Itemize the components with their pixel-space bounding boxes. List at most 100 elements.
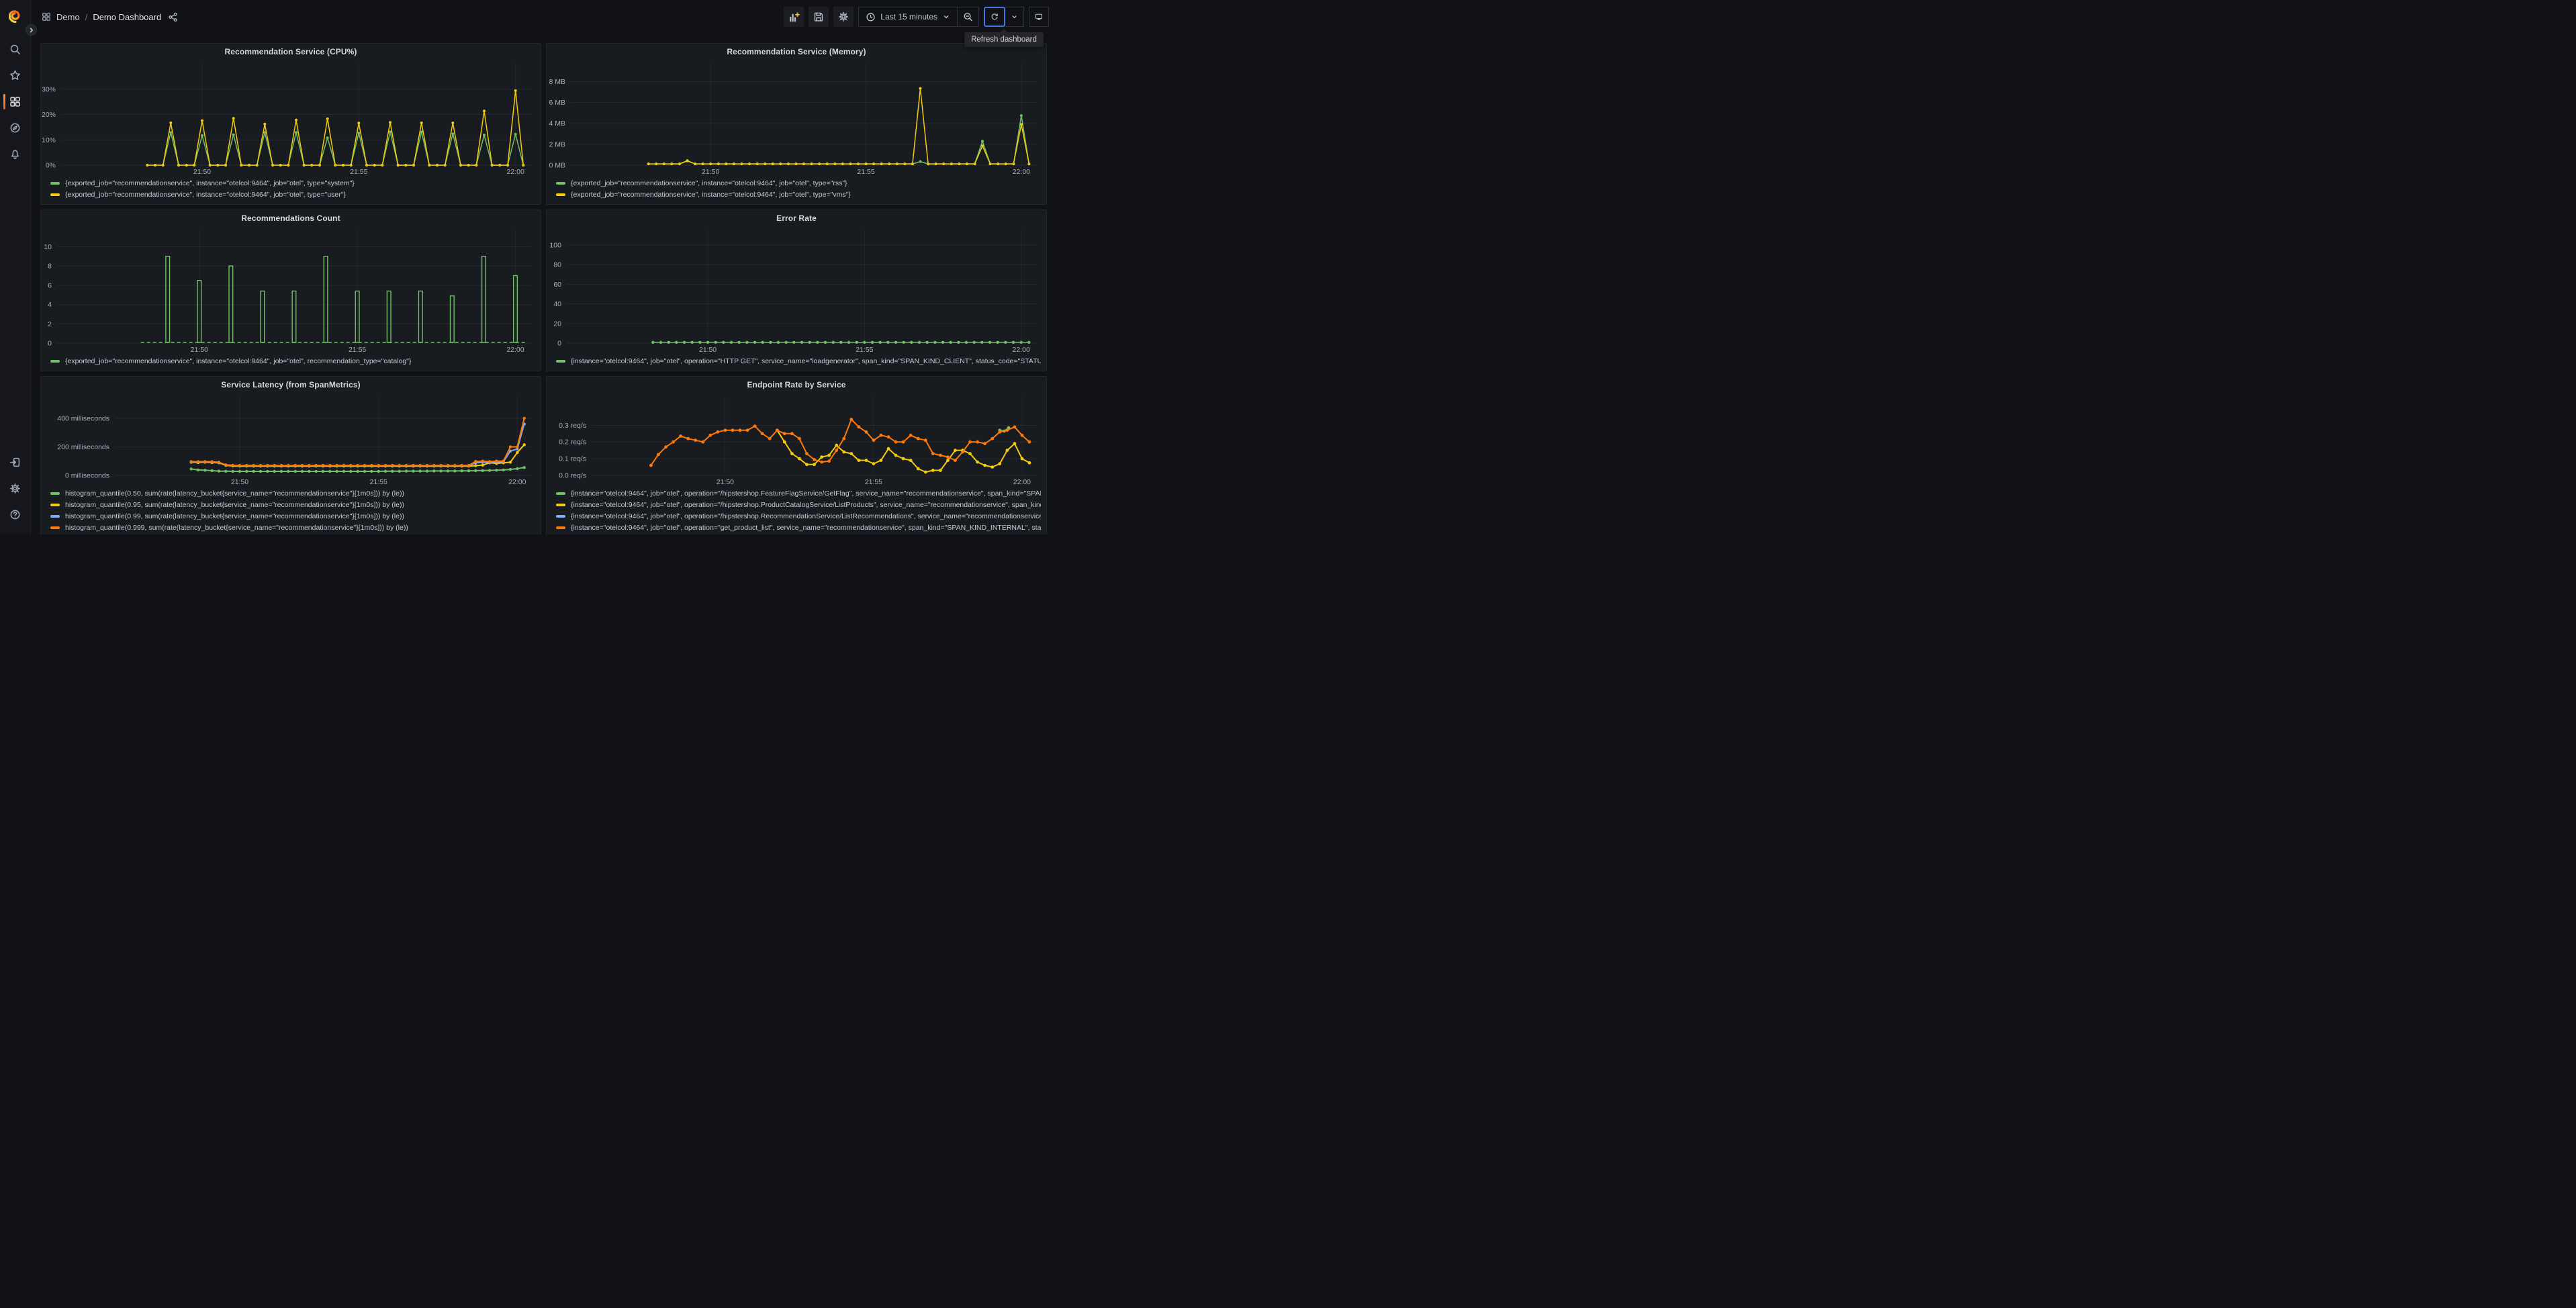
legend-label[interactable]: {instance="otelcol:9464", job="otel", op… (571, 524, 1041, 532)
legend-item: {exported_job="recommendationservice", i… (556, 179, 1041, 188)
save-dashboard-button[interactable] (809, 7, 829, 27)
svg-text:100: 100 (549, 241, 561, 249)
panel-legend: {exported_job="recommendationservice", i… (41, 177, 541, 204)
panel-legend: {instance="otelcol:9464", job="otel", op… (547, 355, 1046, 371)
svg-text:0 milliseconds: 0 milliseconds (65, 472, 109, 480)
legend-label[interactable]: histogram_quantile(0.95, sum(rate(latenc… (65, 501, 404, 509)
svg-text:2: 2 (48, 320, 52, 328)
breadcrumb-section[interactable]: Demo (56, 11, 80, 22)
svg-text:8 MB: 8 MB (549, 78, 565, 86)
legend-item: histogram_quantile(0.99, sum(rate(latenc… (50, 512, 535, 521)
legend-label[interactable]: {instance="otelcol:9464", job="otel", op… (571, 501, 1041, 509)
svg-text:22:00: 22:00 (1013, 478, 1031, 486)
panel-title[interactable]: Recommendation Service (Memory) (727, 47, 866, 56)
add-panel-button[interactable] (784, 7, 804, 27)
zoom-out-time-button[interactable] (958, 7, 979, 27)
refresh-icon (991, 13, 998, 20)
sidebar-expand-button[interactable] (26, 24, 37, 36)
svg-text:21:50: 21:50 (231, 478, 248, 486)
legend-label[interactable]: {exported_job="recommendationservice", i… (571, 191, 851, 199)
dashboard-panel: Recommendations Count 21:50 21:55 22:00 0 2 4… (40, 209, 541, 371)
grafana-logo[interactable] (7, 8, 24, 24)
time-range-group: Last 15 minutes (858, 7, 979, 27)
panel-chart[interactable]: 21:50 21:55 22:00 0.0 req/s 0.1 req/s 0.2 req… (547, 393, 1046, 487)
sidebar-nav-bottom (0, 449, 30, 528)
svg-text:10: 10 (44, 243, 52, 251)
svg-text:0 MB: 0 MB (549, 162, 565, 170)
breadcrumb-dashboard-title: Demo Dashboard (93, 11, 162, 22)
panel-legend: histogram_quantile(0.50, sum(rate(latenc… (41, 487, 541, 534)
legend-item: {instance="otelcol:9464", job="otel", op… (556, 523, 1041, 532)
svg-text:0.2 req/s: 0.2 req/s (559, 438, 586, 447)
legend-label[interactable]: histogram_quantile(0.50, sum(rate(latenc… (65, 489, 404, 498)
kiosk-mode-button[interactable] (1029, 7, 1049, 27)
sidebar-item-sign-in[interactable] (0, 449, 30, 475)
sidebar-item-help[interactable] (0, 502, 30, 528)
legend-label[interactable]: histogram_quantile(0.999, sum(rate(laten… (65, 524, 408, 532)
share-icon (169, 12, 177, 21)
sidebar-item-explore[interactable] (0, 115, 30, 141)
clock-icon (866, 12, 875, 21)
legend-label[interactable]: {instance="otelcol:9464", job="otel", op… (571, 512, 1041, 520)
panel-chart[interactable]: 21:50 21:55 22:00 0 milliseconds 200 millise… (41, 393, 541, 487)
settings-gear-icon (839, 11, 849, 22)
legend-item: histogram_quantile(0.999, sum(rate(laten… (50, 523, 535, 532)
svg-text:20%: 20% (42, 111, 56, 119)
svg-text:21:55: 21:55 (349, 346, 366, 354)
dashboard-panel: Recommendation Service (Memory) 21:50 21:… (546, 43, 1047, 205)
svg-text:4 MB: 4 MB (549, 120, 565, 128)
legend-swatch (50, 182, 60, 185)
svg-text:60: 60 (553, 281, 561, 289)
add-panel-icon (789, 11, 800, 22)
legend-item: {exported_job="recommendationservice", i… (50, 357, 535, 366)
monitor-icon (1035, 13, 1043, 21)
compass-icon (10, 123, 20, 133)
sidebar-item-alerting[interactable] (0, 141, 30, 167)
chevron-down-icon (944, 15, 949, 19)
svg-text:21:55: 21:55 (865, 478, 882, 486)
time-range-label: Last 15 minutes (880, 12, 937, 21)
legend-item: {exported_job="recommendationservice", i… (50, 179, 535, 188)
panel-chart[interactable]: 21:50 21:55 22:00 0 20 40 60 80 100 (547, 226, 1046, 355)
svg-text:4: 4 (48, 301, 52, 309)
panel-title[interactable]: Recommendations Count (241, 214, 340, 223)
svg-text:0%: 0% (46, 162, 56, 170)
sidebar-item-server-admin[interactable] (0, 475, 30, 502)
svg-text:21:55: 21:55 (856, 346, 873, 354)
legend-swatch (50, 526, 60, 529)
legend-label[interactable]: {instance="otelcol:9464", job="otel", op… (571, 489, 1041, 498)
sidebar-item-starred[interactable] (0, 62, 30, 89)
panel-title[interactable]: Error Rate (776, 214, 817, 223)
panel-title[interactable]: Endpoint Rate by Service (747, 380, 846, 389)
legend-label[interactable]: {exported_job="recommendationservice", i… (65, 191, 346, 199)
legend-item: histogram_quantile(0.50, sum(rate(latenc… (50, 489, 535, 498)
dashboard-settings-button[interactable] (833, 7, 854, 27)
legend-label[interactable]: {exported_job="recommendationservice", i… (65, 179, 355, 187)
grafana-logo-icon (8, 10, 20, 24)
legend-label[interactable]: {instance="otelcol:9464", job="otel", op… (571, 357, 1041, 365)
svg-text:80: 80 (553, 261, 561, 269)
legend-label[interactable]: {exported_job="recommendationservice", i… (65, 357, 412, 365)
breadcrumb: Demo / Demo Dashboard (42, 12, 178, 22)
panel-chart[interactable]: 21:50 21:55 22:00 0 MB 2 MB 4 MB 6 MB 8 MB (547, 60, 1046, 177)
panel-chart[interactable]: 21:50 21:55 22:00 0% 10% 20% 30% (41, 60, 541, 177)
panel-legend: {instance="otelcol:9464", job="otel", op… (547, 487, 1046, 534)
legend-swatch (50, 492, 60, 495)
legend-label[interactable]: {exported_job="recommendationservice", i… (571, 179, 847, 187)
sidebar-item-search[interactable] (0, 36, 30, 62)
time-range-picker[interactable]: Last 15 minutes (858, 7, 958, 27)
svg-text:21:50: 21:50 (699, 346, 717, 354)
share-dashboard-button[interactable] (168, 12, 178, 22)
svg-text:22:00: 22:00 (507, 168, 524, 176)
svg-text:10%: 10% (42, 136, 56, 144)
refresh-dashboard-button[interactable] (984, 7, 1005, 27)
svg-text:21:55: 21:55 (370, 478, 387, 486)
legend-item: {instance="otelcol:9464", job="otel", op… (556, 500, 1041, 510)
panel-title[interactable]: Recommendation Service (CPU%) (224, 47, 357, 56)
legend-swatch (556, 526, 565, 529)
sidebar-item-dashboards[interactable] (0, 89, 30, 115)
panel-title[interactable]: Service Latency (from SpanMetrics) (221, 380, 361, 389)
refresh-interval-picker[interactable] (1005, 7, 1024, 27)
panel-chart[interactable]: 21:50 21:55 22:00 0 2 4 6 8 10 (41, 226, 541, 355)
legend-label[interactable]: histogram_quantile(0.99, sum(rate(latenc… (65, 512, 404, 520)
